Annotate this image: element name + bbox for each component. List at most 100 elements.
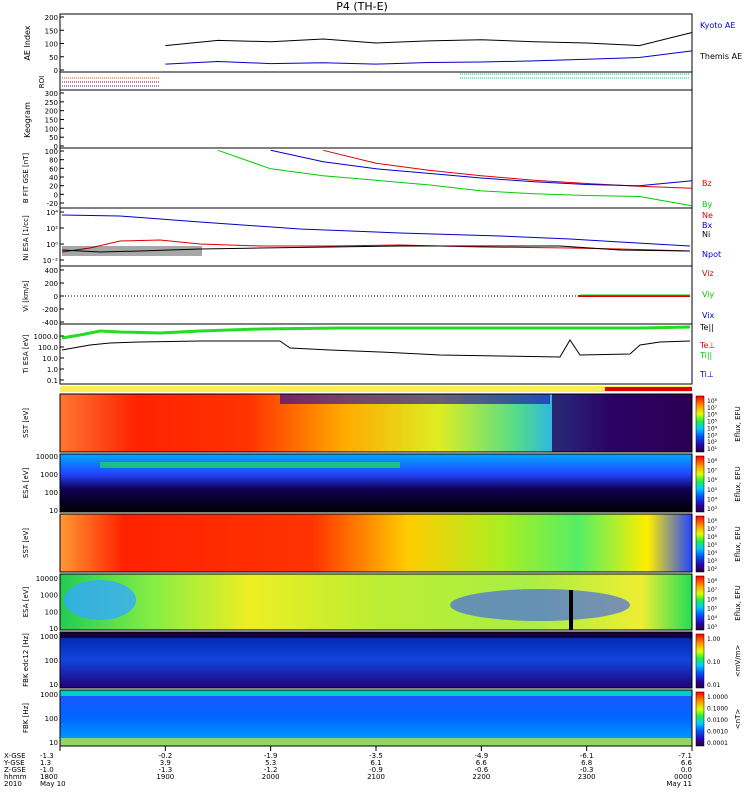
temperature-y-tick-label: 1.0 bbox=[47, 366, 58, 374]
x-axis-hhmm-label: 2000 bbox=[262, 773, 280, 781]
fbk-scm-ylabel: FBK [Hz] bbox=[22, 703, 30, 733]
sst-electron-frame bbox=[59, 393, 693, 453]
velocity-panel: 400 200 0 -200 -400 Vi [km/s] Viz Viy Vix bbox=[22, 267, 715, 327]
velocity-y-tick-label: 0 bbox=[54, 293, 58, 301]
temperature-y-tick-label: 100.0 bbox=[38, 344, 58, 352]
colorbar-sst-electron-tick: 10² bbox=[707, 439, 718, 446]
x-axis-x-label: -3.5 bbox=[369, 752, 383, 760]
colorbar-sst-electron-tick: 10³ bbox=[707, 432, 718, 439]
x-axis-z-label: 0.0 bbox=[681, 766, 692, 774]
legend-viy: Viy bbox=[702, 290, 715, 299]
fbk-scm-heatmap bbox=[60, 690, 692, 746]
ne-line bbox=[61, 239, 691, 253]
x-axis-row-label: X-GSE bbox=[4, 752, 26, 760]
bfit-y-tick-label: 0 bbox=[54, 191, 58, 199]
ae-ylabel: AE Index bbox=[23, 25, 32, 60]
colorbar-esa-ion bbox=[695, 575, 705, 631]
mode-bar-red bbox=[605, 387, 692, 391]
temperature-y-tick-label: 1000.0 bbox=[34, 333, 59, 341]
sst-electron-dark-region bbox=[552, 394, 692, 452]
fbk-scm-panel: FBK [Hz] bbox=[22, 689, 693, 747]
density-panel: 10⁴ 10² 10⁰ 10⁻² Ni ESA [1/cc] Ne Ni Npot bbox=[22, 209, 721, 265]
fbk-edc12-frame bbox=[59, 631, 693, 689]
colorbar-esa-electron-tick: 10⁵ bbox=[707, 487, 718, 494]
x-axis-x-label: -4.9 bbox=[474, 752, 488, 760]
x-axis-z-label: -0.9 bbox=[369, 766, 383, 774]
bx-line bbox=[270, 149, 693, 187]
x-axis-row-label: Z-GSE bbox=[4, 766, 26, 774]
colorbar-fbk-scm bbox=[695, 691, 705, 747]
x-axis-z-label: -1.0 bbox=[40, 766, 54, 774]
fbk-edc12-ylabel: FBK edc12 [Hz] bbox=[22, 633, 30, 687]
esa-electron-y-tick-label: 10000 bbox=[36, 453, 58, 461]
legend-viz: Viz bbox=[702, 269, 714, 278]
colorbar-esa-electron-tick: 10⁷ bbox=[707, 468, 718, 475]
x-axis-hhmm-label: 0000 bbox=[674, 773, 692, 781]
colorbar-esa-ion-tick: 10⁷ bbox=[707, 587, 718, 594]
esa-electron-y-tick-label: 1000 bbox=[40, 471, 58, 479]
fbk-edc12-heatmap bbox=[60, 632, 692, 688]
fbk-scm-y-tick-label: 1000 bbox=[40, 691, 58, 699]
colorbar-sst-electron-tick: 10⁴ bbox=[707, 425, 718, 432]
colorbar-esa-ion-tick: 10⁸ bbox=[707, 578, 718, 585]
keogram-y-tick-label: 50 bbox=[49, 134, 58, 142]
fbk-scm-top-band bbox=[60, 690, 692, 696]
colorbar-esa-ion-label: Eflux, EFU bbox=[734, 585, 742, 620]
esa-ion-y-tick-label: 1000 bbox=[40, 592, 58, 600]
x-axis-z-label: -1.3 bbox=[158, 766, 172, 774]
bfit-y-tick-label: -20 bbox=[47, 200, 58, 208]
sst-electron-top-band bbox=[280, 394, 550, 404]
esa-ion-panel: ESA [eV] bbox=[22, 573, 693, 631]
colorbar-sst-ion-tick: 10⁷ bbox=[707, 526, 718, 533]
sst-electron-ylabel: SST [eV] bbox=[22, 408, 30, 438]
keogram-y-tick-label: 100 bbox=[45, 125, 58, 133]
ae-y-tick-label: 150 bbox=[45, 27, 58, 35]
ae-y-tick-label: 200 bbox=[45, 14, 58, 22]
colorbar-fbk-scm-tick: 0.0001 bbox=[707, 740, 728, 747]
esa-ion-blue-blob-left bbox=[64, 580, 136, 620]
x-axis-y-label: 6.1 bbox=[370, 759, 381, 767]
roi-panel: ROI bbox=[38, 73, 690, 88]
colorbar-esa-ion-tick: 10⁴ bbox=[707, 615, 718, 622]
colorbar-sst-electron-label: Eflux, EFU bbox=[734, 406, 742, 441]
bfit-y-tick-label: 20 bbox=[49, 183, 58, 191]
temperature-y-tick-label: 0.1 bbox=[47, 377, 58, 385]
fbk-edc12-y-tick-label: 100 bbox=[45, 657, 58, 665]
temperature-ylabel: Ti ESA [eV] bbox=[22, 334, 30, 374]
roi-ylabel: ROI bbox=[38, 76, 46, 88]
density-y-tick-label: 10⁰ bbox=[46, 241, 58, 249]
esa-electron-y-tick-label: 10 bbox=[49, 507, 58, 515]
npot-line bbox=[61, 245, 691, 253]
colorbar-esa-electron-tick: 10⁴ bbox=[707, 496, 718, 503]
colorbar-fbk-edc12-label: <mV/m> bbox=[734, 645, 742, 678]
x-axis-y-label: 3.9 bbox=[160, 759, 171, 767]
colorbar-esa-electron-tick: 10⁶ bbox=[707, 477, 718, 484]
velocity-y-tick-label: -200 bbox=[42, 306, 58, 314]
x-axis-row-label: Y-GSE bbox=[3, 759, 25, 767]
velocity-ylabel: Vi [km/s] bbox=[22, 280, 30, 311]
legend-te-parallel: Te|| bbox=[699, 323, 714, 332]
colorbar-sst-ion-label: Eflux, EFU bbox=[734, 526, 742, 561]
fbk-scm-y-tick-label: 10 bbox=[49, 739, 58, 747]
colorbar-fbk-scm-label: <nT> bbox=[734, 709, 742, 730]
plot-title: P4 (TH-E) bbox=[336, 0, 388, 13]
legend-npot: Npot bbox=[702, 250, 721, 259]
temperature-panel-frame bbox=[59, 323, 693, 385]
keogram-y-tick-label: 200 bbox=[45, 108, 58, 116]
x-axis-x-label: -1.9 bbox=[264, 752, 278, 760]
esa-ion-blue-blob-right bbox=[450, 589, 630, 621]
sst-ion-ylabel: SST [eV] bbox=[22, 528, 30, 558]
sst-electron-panel: SST [eV] bbox=[22, 393, 693, 453]
colorbar-esa-ion-tick: 10⁵ bbox=[707, 606, 718, 613]
x-axis-y-label: 6.8 bbox=[581, 759, 592, 767]
x-axis-row-label: hhmm bbox=[4, 773, 27, 781]
te-parallel-line bbox=[61, 339, 691, 358]
esa-ion-ylabel: ESA [eV] bbox=[22, 586, 30, 617]
colorbar-sst-ion bbox=[695, 515, 705, 573]
legend-ti-perp: Ti⊥ bbox=[699, 370, 714, 379]
keogram-y-tick-label: 0 bbox=[54, 143, 58, 151]
colorbar-sst-electron-tick: 10⁵ bbox=[707, 419, 718, 426]
